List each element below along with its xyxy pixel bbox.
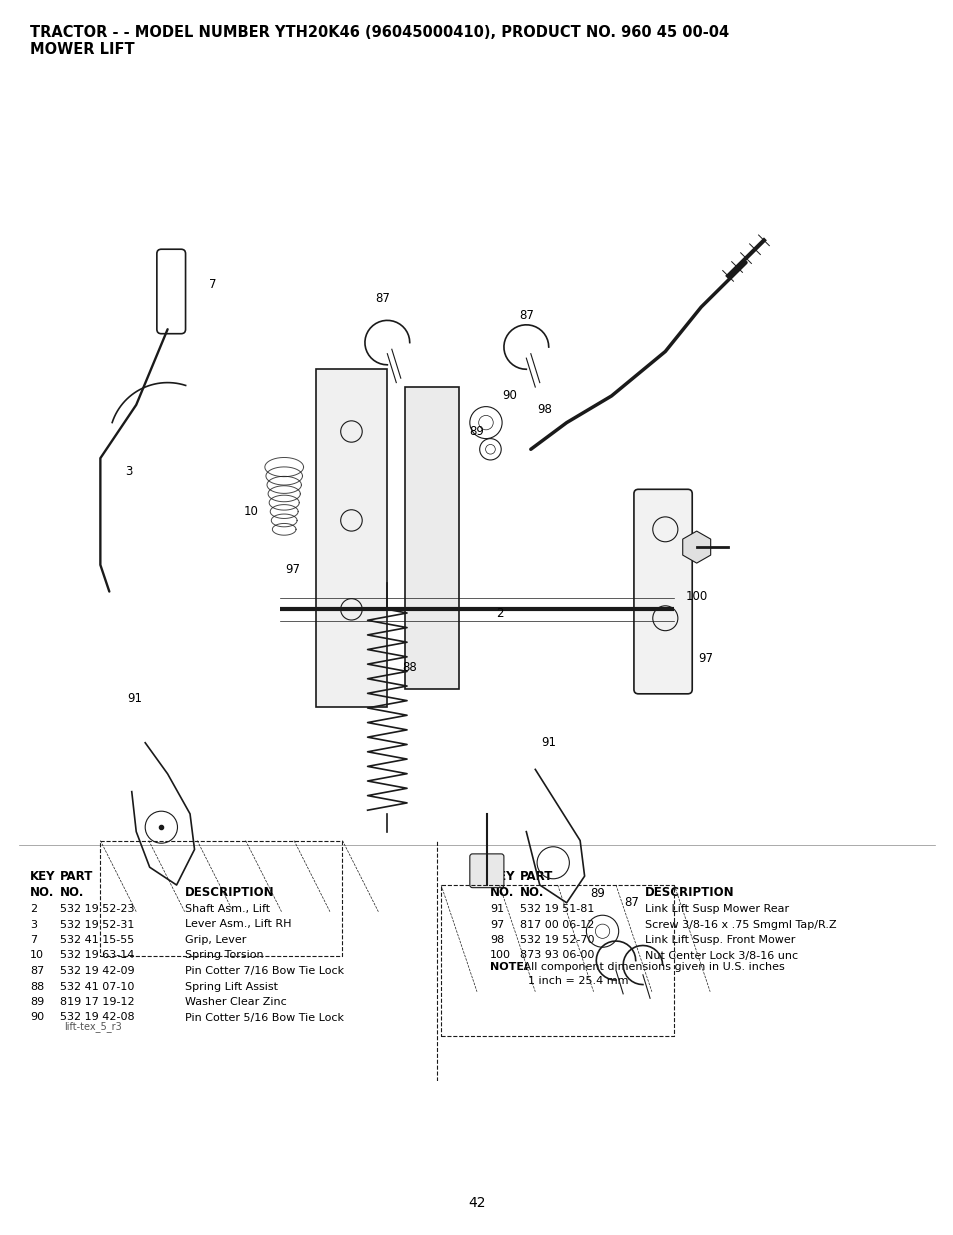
Text: KEY: KEY	[490, 869, 515, 883]
Text: 100: 100	[685, 589, 707, 603]
Text: 532 41 15-55: 532 41 15-55	[60, 935, 134, 945]
Text: 7: 7	[209, 278, 216, 291]
Text: 532 19 42-09: 532 19 42-09	[60, 966, 134, 976]
Text: Link Lift Susp Mower Rear: Link Lift Susp Mower Rear	[644, 904, 788, 914]
Text: 87: 87	[518, 310, 533, 322]
Text: 42: 42	[468, 1195, 485, 1210]
Text: 532 19 52-70: 532 19 52-70	[519, 935, 594, 945]
Text: 87: 87	[375, 291, 390, 305]
Text: 100: 100	[490, 951, 511, 961]
Text: MOWER LIFT: MOWER LIFT	[30, 42, 134, 57]
Bar	[315, 369, 387, 708]
Text: 98: 98	[490, 935, 504, 945]
Text: lift-tex_5_r3: lift-tex_5_r3	[65, 1021, 122, 1031]
Text: 91: 91	[540, 736, 556, 750]
Text: 10: 10	[30, 951, 44, 961]
Text: Pin Cotter 5/16 Bow Tie Lock: Pin Cotter 5/16 Bow Tie Lock	[185, 1013, 344, 1023]
Text: Shaft Asm., Lift: Shaft Asm., Lift	[185, 904, 270, 914]
Text: 532 19 52-31: 532 19 52-31	[60, 920, 134, 930]
Text: Link Lift Susp. Front Mower: Link Lift Susp. Front Mower	[644, 935, 795, 945]
Text: DESCRIPTION: DESCRIPTION	[644, 885, 734, 899]
Text: PART: PART	[60, 869, 93, 883]
Text: DESCRIPTION: DESCRIPTION	[185, 885, 274, 899]
Text: 532 19 51-81: 532 19 51-81	[519, 904, 594, 914]
Text: PART: PART	[519, 869, 553, 883]
Text: Spring Lift Assist: Spring Lift Assist	[185, 982, 277, 992]
FancyBboxPatch shape	[469, 853, 503, 888]
Text: 10: 10	[243, 505, 258, 517]
Text: 89: 89	[469, 425, 484, 438]
Text: 97: 97	[490, 920, 504, 930]
Text: Screw 3/8-16 x .75 Smgml Tap/R.Z: Screw 3/8-16 x .75 Smgml Tap/R.Z	[644, 920, 836, 930]
Text: 87: 87	[30, 966, 44, 976]
Text: 3: 3	[125, 466, 132, 478]
Text: 7: 7	[30, 935, 37, 945]
Text: Nut Center Lock 3/8-16 unc: Nut Center Lock 3/8-16 unc	[644, 951, 798, 961]
Text: 2: 2	[496, 608, 502, 620]
Text: NOTE:: NOTE:	[490, 962, 528, 972]
Text: Grip, Lever: Grip, Lever	[185, 935, 246, 945]
Text: NO.: NO.	[519, 885, 544, 899]
FancyBboxPatch shape	[156, 249, 185, 333]
Text: 1 inch = 25.4 mm: 1 inch = 25.4 mm	[527, 976, 628, 986]
Text: 90: 90	[30, 1013, 44, 1023]
Text: Pin Cotter 7/16 Bow Tie Lock: Pin Cotter 7/16 Bow Tie Lock	[185, 966, 344, 976]
Text: 97: 97	[285, 563, 300, 576]
Text: 91: 91	[490, 904, 503, 914]
Text: 532 19 52-23: 532 19 52-23	[60, 904, 134, 914]
Text: 3: 3	[30, 920, 37, 930]
Text: 98: 98	[537, 403, 551, 416]
Text: KEY: KEY	[30, 869, 55, 883]
Text: All component dimensions given in U.S. inches: All component dimensions given in U.S. i…	[519, 962, 784, 972]
Text: 2: 2	[30, 904, 37, 914]
Text: 819 17 19-12: 819 17 19-12	[60, 997, 134, 1007]
Text: 89: 89	[590, 888, 605, 900]
Text: 88: 88	[402, 661, 416, 673]
Text: 817 00 06-12: 817 00 06-12	[519, 920, 594, 930]
Bar	[405, 387, 458, 689]
Text: 532 19 42-08: 532 19 42-08	[60, 1013, 134, 1023]
FancyBboxPatch shape	[633, 489, 692, 694]
Text: Spring Torsion: Spring Torsion	[185, 951, 263, 961]
Text: 873 93 06-00: 873 93 06-00	[519, 951, 594, 961]
Text: 91: 91	[127, 692, 142, 705]
Text: Washer Clear Zinc: Washer Clear Zinc	[185, 997, 287, 1007]
Text: 532 41 07-10: 532 41 07-10	[60, 982, 134, 992]
Text: 97: 97	[698, 652, 713, 664]
Text: NO.: NO.	[490, 885, 514, 899]
Text: 87: 87	[623, 897, 638, 909]
Text: NO.: NO.	[60, 885, 84, 899]
Text: Lever Asm., Lift RH: Lever Asm., Lift RH	[185, 920, 292, 930]
Text: TRACTOR - - MODEL NUMBER YTH20K46 (96045000410), PRODUCT NO. 960 45 00-04: TRACTOR - - MODEL NUMBER YTH20K46 (96045…	[30, 25, 728, 40]
Text: 88: 88	[30, 982, 44, 992]
Text: 532 19 63-14: 532 19 63-14	[60, 951, 134, 961]
Text: 89: 89	[30, 997, 44, 1007]
Text: 90: 90	[502, 389, 517, 403]
Text: NO.: NO.	[30, 885, 54, 899]
